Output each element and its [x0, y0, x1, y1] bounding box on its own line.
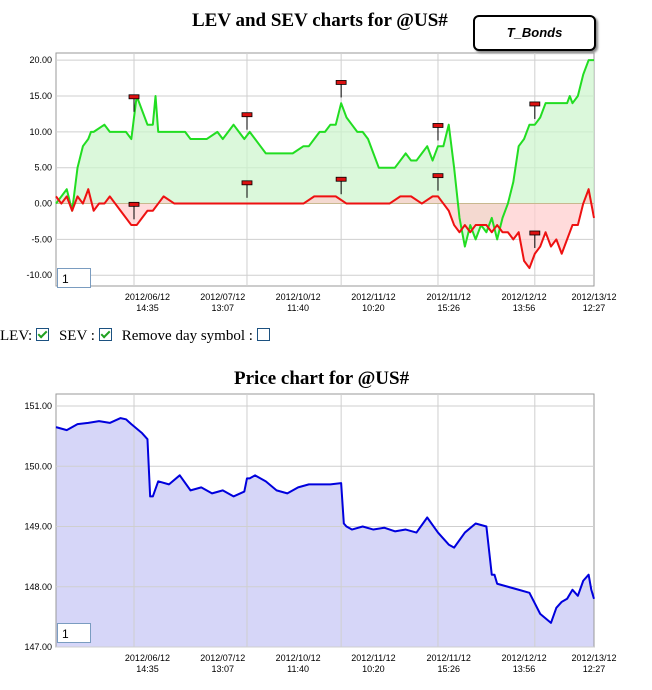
sev-checkbox[interactable] — [98, 328, 112, 341]
lev-sev-xtick-date: 2012/10/12 — [276, 292, 321, 302]
lev-day-symbol — [128, 94, 140, 100]
price-chart-title: Price chart for @US# — [234, 368, 410, 389]
lev-sev-xtick-date: 2012/13/12 — [571, 292, 616, 302]
price-line — [55, 417, 595, 624]
sev-day-symbol — [335, 176, 347, 182]
price-xtick-date: 2012/07/12 — [200, 653, 245, 663]
symbol-tooltip: T_Bonds — [473, 15, 596, 51]
price-xtick-time: 11:40 — [287, 664, 309, 674]
lev-sev-xtick-time: 13:07 — [212, 303, 235, 313]
price-zoom-input[interactable]: 1 — [57, 623, 91, 643]
lev-line — [55, 59, 594, 248]
sev-day-symbol — [128, 201, 140, 207]
price-xtick-date: 2012/06/12 — [125, 653, 170, 663]
remove-day-symbol-label: Remove day symbol : — [121, 328, 253, 344]
sev-day-symbol — [241, 180, 253, 186]
lev-sev-ytick-label: 15.00 — [29, 91, 52, 101]
lev-sev-xtick-date: 2012/11/12 — [427, 292, 471, 302]
lev-sev-ytick-label: 20.00 — [29, 55, 52, 65]
price-xtick-date: 2012/12/12 — [502, 653, 547, 663]
price-xtick-time: 14:35 — [136, 664, 159, 674]
lev-sev-xtick-time: 11:40 — [287, 303, 309, 313]
price-xtick-time: 10:20 — [362, 664, 385, 674]
sev-label: SEV : — [58, 328, 95, 344]
chart-controls: LEV: SEV : Remove day symbol : — [0, 328, 276, 345]
lev-sev-xtick-time: 13:56 — [513, 303, 536, 313]
price-ytick-label: 151.00 — [24, 401, 52, 411]
lev-area — [56, 60, 594, 247]
lev-sev-xtick-time: 12:27 — [583, 303, 606, 313]
symbol-tooltip-label: T_Bonds — [506, 25, 563, 40]
price-ytick-label: 147.00 — [24, 642, 52, 652]
lev-sev-xtick-date: 2012/12/12 — [502, 292, 547, 302]
price-chart: 151.00 150.00 149.00 148.00 147.00 2012/06/12… — [24, 393, 617, 674]
price-xtick-time: 12:27 — [583, 664, 606, 674]
sev-day-symbol — [529, 230, 541, 236]
lev-sev-ytick-label: 0.00 — [34, 199, 52, 209]
lev-sev-ytick-label: -10.00 — [26, 270, 52, 280]
price-xtick-date: 2012/11/12 — [351, 653, 395, 663]
price-xtick-date: 2012/10/12 — [276, 653, 321, 663]
lev-day-symbol — [241, 112, 253, 118]
price-ytick-label: 150.00 — [24, 461, 52, 471]
lev-day-symbol — [335, 80, 347, 85]
lev-sev-ytick-label: -5.00 — [31, 234, 52, 244]
price-xtick-time: 13:07 — [212, 664, 235, 674]
lev-day-symbol — [432, 123, 444, 128]
lev-label: LEV: — [0, 328, 33, 344]
sev-day-symbol — [432, 173, 444, 179]
lev-sev-xtick-date: 2012/06/12 — [125, 292, 170, 302]
remove-day-symbol-checkbox[interactable] — [256, 328, 270, 341]
price-xtick-date: 2012/13/12 — [571, 653, 616, 663]
price-xtick-date: 2012/11/12 — [427, 653, 471, 663]
price-area — [56, 418, 594, 647]
lev-sev-xtick-time: 10:20 — [362, 303, 385, 313]
lev-checkbox[interactable] — [36, 328, 50, 341]
sev-line — [55, 188, 595, 270]
lev-sev-chart: 20.00 15.00 10.00 5.00 0.00 -5.00 -10.00 2012/0… — [26, 52, 617, 313]
lev-sev-ytick-label: 5.00 — [34, 163, 52, 173]
lev-sev-xtick-time: 14:35 — [136, 303, 159, 313]
lev-sev-ytick-label: 10.00 — [29, 127, 52, 137]
lev-day-symbol — [529, 101, 541, 107]
lev-sev-xtick-time: 15:26 — [437, 303, 460, 313]
price-ytick-label: 148.00 — [24, 582, 52, 592]
lev-sev-xtick-date: 2012/11/12 — [351, 292, 395, 302]
lev-sev-chart-title: LEV and SEV charts for @US# — [192, 10, 448, 31]
price-xtick-time: 15:26 — [437, 664, 460, 674]
price-xtick-time: 13:56 — [513, 664, 536, 674]
price-ytick-label: 149.00 — [24, 522, 52, 532]
lev-sev-zoom-input[interactable]: 1 — [57, 268, 91, 288]
lev-sev-xtick-date: 2012/07/12 — [200, 292, 245, 302]
